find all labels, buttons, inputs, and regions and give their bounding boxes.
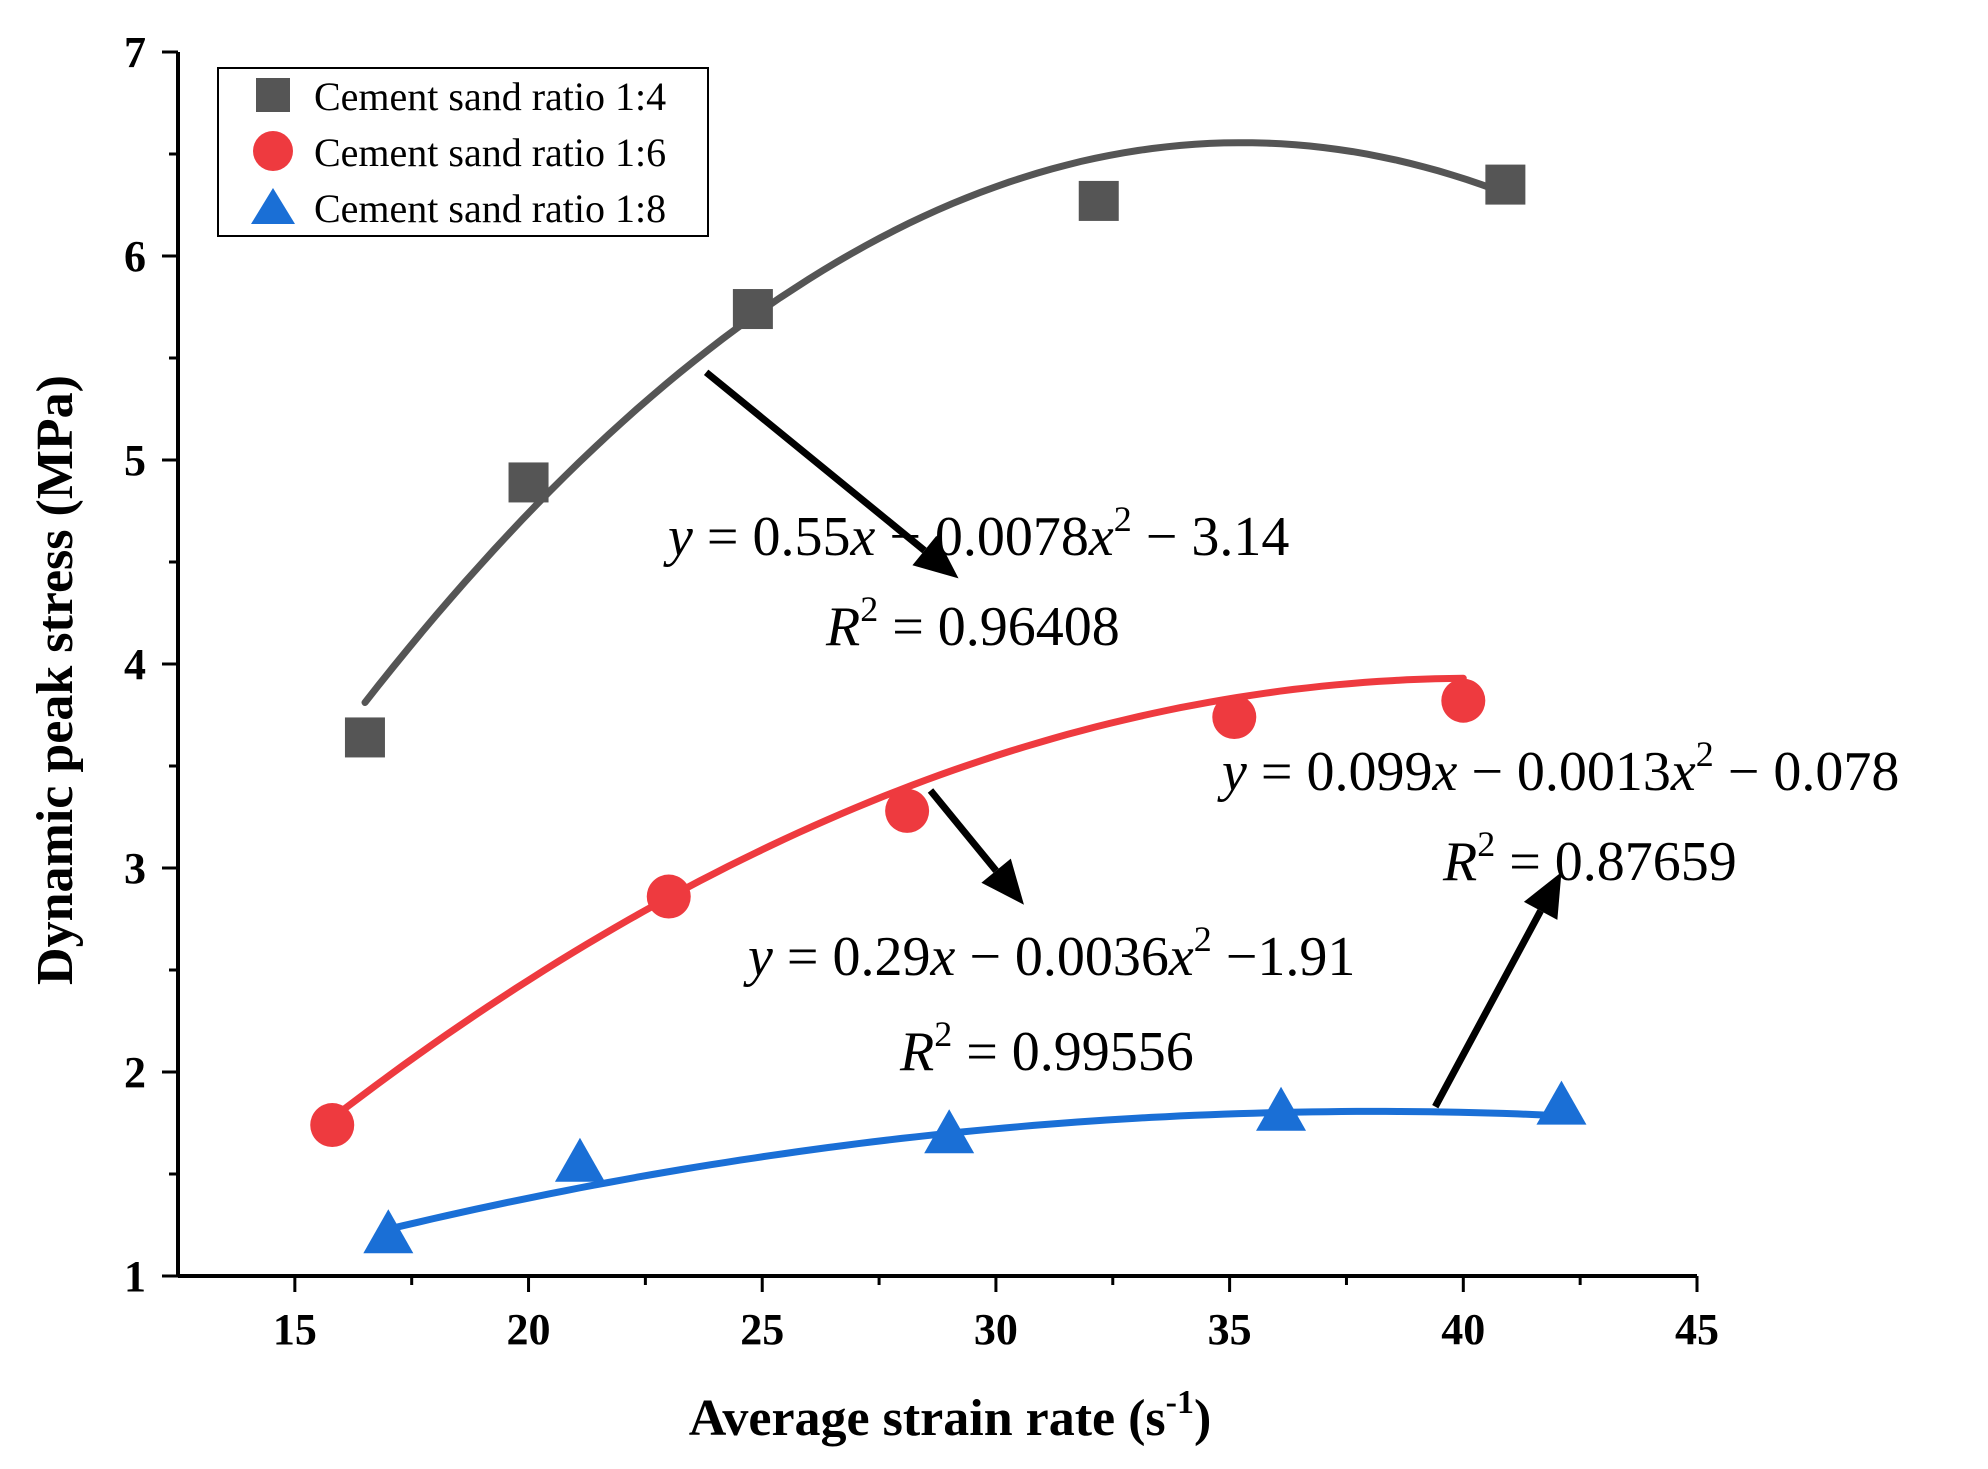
legend-label-1-4: Cement sand ratio 1:4 [314,74,666,119]
arrow-1-6-shaft [927,788,999,873]
y-tick-label: 7 [124,28,146,77]
annotation-arrows [703,369,1562,1109]
data-point-series-0-0 [344,717,385,758]
legend-marker-1-6 [253,131,293,171]
arrow-1-8-head [1523,872,1562,920]
r2-1-4: R2 = 0.96408 [825,589,1120,658]
x-tick-label: 40 [1441,1305,1485,1354]
equation-1-8: y = 0.099x − 0.0013x2 − 0.078 [1217,734,1899,803]
y-tick-label: 3 [124,844,146,893]
legend-box [217,67,709,237]
y-tick-label: 1 [124,1252,146,1301]
r2-1-8: R2 = 0.87659 [1442,824,1737,893]
x-tick-label: 25 [740,1305,784,1354]
data-point-series-2-2 [924,1109,975,1154]
x-tick-label: 20 [507,1305,551,1354]
y-tick-label: 4 [124,640,146,689]
data-point-series-0-3 [1078,180,1119,221]
fit-curves [328,139,1565,1233]
data-point-series-2-0 [363,1209,414,1254]
legend-marker-1-4 [256,78,290,112]
data-point-series-0-4 [1485,164,1526,205]
x-tick-label: 15 [273,1305,317,1354]
legend: Cement sand ratio 1:4 Cement sand ratio … [217,67,709,237]
x-tick-label: 35 [1208,1305,1252,1354]
data-point-series-1-1 [646,874,691,919]
x-tick-label: 45 [1675,1305,1719,1354]
legend-marker-1-8 [251,188,295,224]
y-tick-label: 6 [124,232,146,281]
fit-curve-series-1 [328,674,1467,1122]
arrow-1-4-head [912,535,959,579]
equation-1-4: y = 0.55x − 0.0078x2 − 3.14 [663,499,1289,568]
data-point-series-1-0 [310,1103,355,1148]
data-markers [310,164,1587,1254]
legend-label-1-6: Cement sand ratio 1:6 [314,130,666,175]
y-axis-title: Dynamic peak stress (MPa) [27,375,84,985]
data-point-series-2-3 [1256,1086,1307,1131]
data-point-series-2-4 [1536,1080,1587,1125]
data-point-series-2-1 [554,1137,605,1182]
data-point-series-1-2 [885,788,930,833]
x-axis-title: Average strain rate (s-1) [689,1384,1212,1447]
x-tick-label: 30 [974,1305,1018,1354]
arrow-1-4-shaft [703,369,927,554]
data-point-series-1-3 [1212,695,1257,740]
arrow-1-8-shaft [1432,909,1544,1109]
arrow-1-6-head [981,858,1024,905]
data-point-series-1-4 [1441,678,1486,723]
data-point-series-0-1 [508,462,549,503]
data-point-series-0-2 [732,289,773,330]
y-tick-label: 2 [124,1048,146,1097]
equation-1-6: y = 0.29x − 0.0036x2 −1.91 [743,919,1355,988]
legend-label-1-8: Cement sand ratio 1:8 [314,186,666,231]
fit-curve-series-0 [361,139,1514,706]
r2-1-6: R2 = 0.99556 [899,1014,1194,1083]
y-tick-label: 5 [124,436,146,485]
fit-curve-series-2 [384,1107,1565,1233]
